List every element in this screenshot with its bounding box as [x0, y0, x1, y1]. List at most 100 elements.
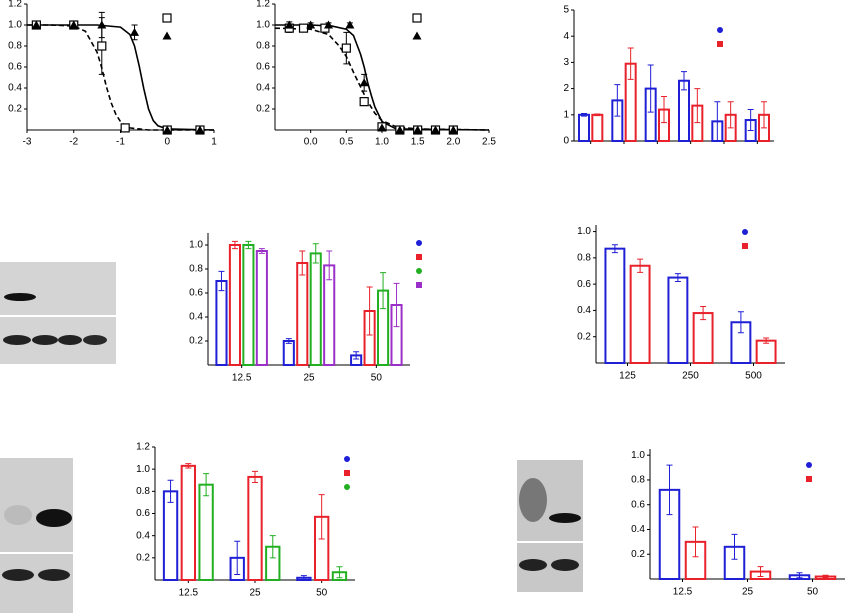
blot-3	[517, 460, 583, 592]
y-tick-label: 1.2	[8, 0, 22, 10]
legend-marker	[412, 13, 422, 23]
data-point	[120, 123, 130, 133]
legend-marker	[162, 13, 172, 23]
error-bar	[594, 113, 601, 117]
y-tick-label: 2	[563, 83, 569, 94]
x-tick-label: 12.5	[673, 587, 693, 598]
error-bar	[822, 574, 829, 579]
data-point	[69, 20, 79, 29]
bar	[591, 113, 604, 143]
data-point	[345, 20, 355, 29]
y-tick-label: 1.0	[136, 464, 150, 475]
error-bar	[674, 273, 681, 283]
y-tick-label: 0.2	[189, 336, 203, 347]
error-bar	[185, 463, 192, 469]
error-bar	[234, 540, 241, 575]
error-bar	[581, 112, 587, 117]
y-tick-label: 0	[563, 136, 569, 147]
x-tick-label: 1.0	[375, 137, 389, 148]
bar	[667, 276, 689, 365]
error-bar	[700, 305, 707, 321]
fit-curve	[27, 24, 214, 131]
error-bar	[245, 240, 252, 250]
error-bar	[380, 272, 387, 310]
y-tick-label: 1.0	[8, 20, 22, 31]
data-point	[97, 20, 107, 29]
x-tick-label: 125	[619, 371, 636, 382]
y-tick-label: 0.2	[136, 552, 150, 563]
y-tick-label: 1.2	[256, 0, 270, 10]
x-tick-label: 250	[682, 371, 699, 382]
error-bar	[627, 47, 634, 80]
y-tick-label: 0.8	[256, 41, 270, 52]
legend-marker	[806, 462, 812, 468]
error-bar	[666, 464, 673, 516]
data-point	[395, 125, 405, 134]
error-bar	[681, 71, 687, 91]
y-tick-label: 0.6	[631, 499, 645, 510]
bar	[629, 264, 651, 364]
data-point	[97, 41, 107, 51]
x-tick-label: 2.0	[446, 137, 460, 148]
error-bar	[203, 473, 210, 497]
y-tick-label: 0.8	[631, 475, 645, 486]
bar	[180, 464, 197, 582]
x-tick-label: 25	[742, 587, 754, 598]
x-tick-label: 50	[371, 373, 383, 384]
y-tick-label: 1.0	[256, 20, 270, 31]
bar	[198, 483, 214, 581]
x-tick-label: 500	[745, 371, 762, 382]
legend-marker	[416, 240, 422, 246]
legend-marker	[344, 456, 350, 462]
x-tick-label: 0.0	[304, 137, 318, 148]
data-point	[195, 125, 205, 134]
bar	[282, 340, 295, 366]
y-tick-label: 1	[563, 109, 569, 120]
y-tick-label: 0.4	[577, 305, 591, 316]
bar	[242, 244, 255, 366]
error-bar	[366, 286, 373, 336]
legend-marker	[416, 254, 422, 260]
y-tick-label: 1.0	[631, 450, 645, 461]
y-tick-label: 0.2	[577, 331, 591, 342]
y-tick-label: 4	[563, 31, 569, 42]
data-point	[284, 20, 294, 29]
x-tick-label: 25	[249, 588, 261, 599]
error-bar	[796, 572, 803, 579]
error-bar	[747, 109, 754, 132]
error-bar	[167, 479, 174, 503]
error-bar	[761, 101, 767, 129]
x-tick-label: 12.5	[179, 588, 199, 599]
error-bar	[231, 240, 238, 250]
y-tick-label: 0.8	[189, 264, 203, 275]
bar	[578, 113, 590, 143]
y-tick-label: 0.4	[256, 83, 270, 94]
legend-marker	[742, 229, 748, 235]
legend-marker	[416, 268, 422, 274]
legend-marker	[344, 470, 350, 476]
y-tick-label: 5	[563, 5, 569, 16]
error-bar	[393, 282, 400, 328]
bar	[255, 250, 268, 366]
legend-marker	[742, 243, 748, 249]
y-tick-label: 3	[563, 57, 569, 68]
error-bar	[757, 566, 764, 578]
fit-curve	[275, 24, 490, 131]
bar	[755, 339, 777, 364]
error-bar	[353, 351, 360, 360]
error-bar	[336, 566, 343, 579]
fit-curve	[27, 24, 215, 131]
fit-curve	[274, 27, 490, 131]
error-bar	[258, 248, 265, 254]
bar	[296, 262, 309, 366]
x-tick-label: -2	[69, 137, 78, 148]
legend-marker	[416, 282, 422, 288]
bar	[309, 252, 322, 366]
error-bar	[692, 526, 699, 558]
legend-marker	[717, 41, 723, 47]
bar	[247, 475, 263, 581]
data-point	[431, 125, 440, 134]
y-tick-label: 0.4	[8, 83, 22, 94]
bar	[228, 244, 241, 366]
